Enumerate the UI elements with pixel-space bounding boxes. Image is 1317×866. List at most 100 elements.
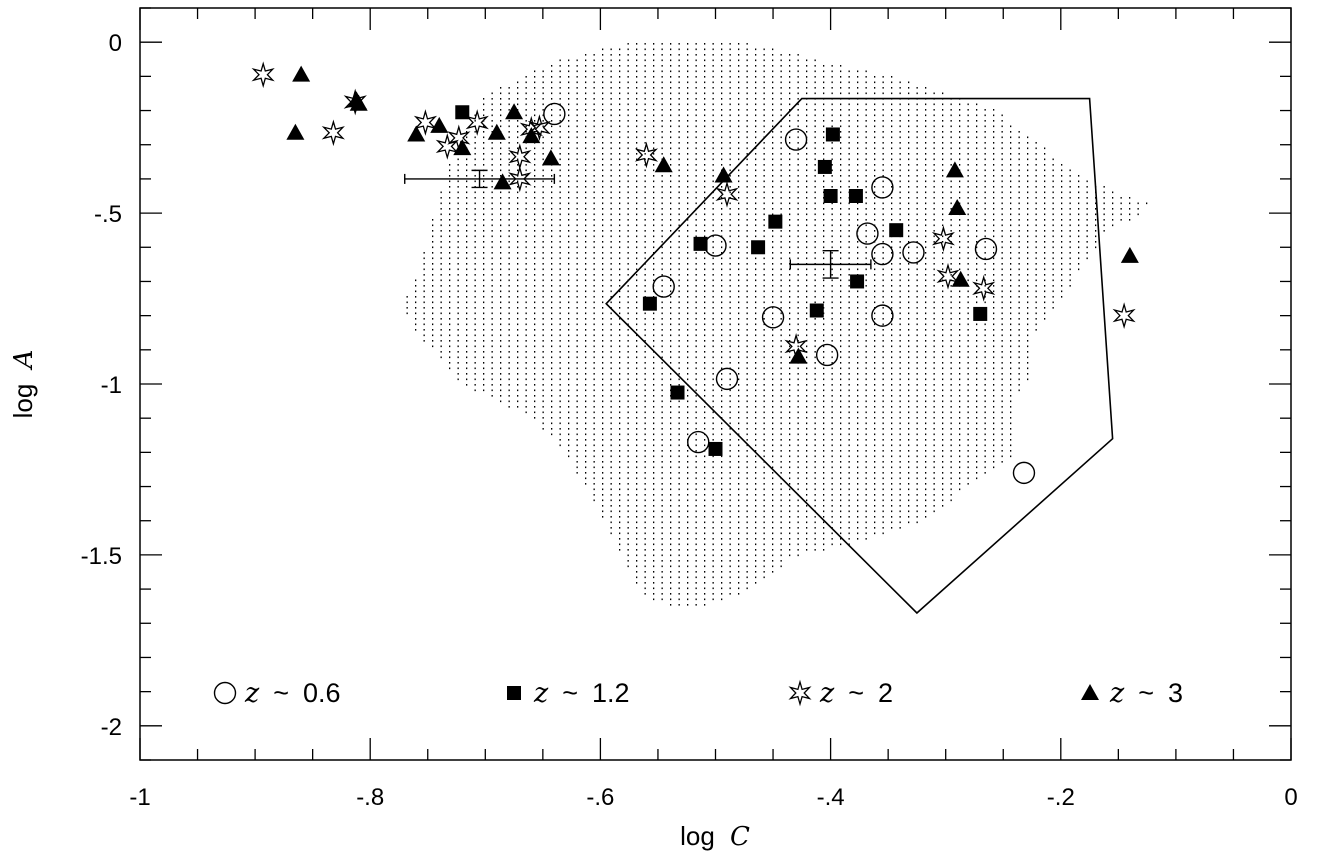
data-point: [465, 109, 489, 136]
x-tick-labels: -1 -.8 -.6 -.4 -.2 0: [129, 784, 1297, 811]
data-point: [761, 306, 785, 329]
data-point: [654, 156, 673, 173]
data-points: [251, 61, 1139, 485]
data-point: [505, 103, 524, 120]
data-point: [948, 198, 967, 215]
y-tick-label: -1.5: [81, 543, 122, 570]
data-point: [349, 94, 368, 111]
legend-var: z: [1109, 678, 1125, 709]
data-point: [936, 262, 960, 290]
y-tick-label: -.5: [94, 201, 122, 228]
x-axis-label-var: C: [730, 822, 750, 852]
data-point: [522, 127, 541, 144]
data-point: [430, 116, 449, 133]
data-point: [871, 242, 894, 266]
data-point: [789, 347, 808, 364]
data-point: [931, 225, 955, 253]
legend-item: z ~0.6: [213, 678, 341, 709]
x-tick-label: -.6: [586, 784, 614, 811]
legend-marker: [213, 681, 237, 705]
series-1: [543, 102, 1036, 485]
data-point: [715, 180, 739, 208]
legend-tilde: ~: [562, 678, 578, 708]
error-bar: [404, 169, 556, 189]
legend-label: z ~2: [819, 678, 893, 709]
data-point: [487, 123, 506, 140]
data-point: [715, 367, 739, 391]
y-axis-label-prefix: log: [8, 384, 38, 419]
x-axis-label: log C: [680, 821, 750, 852]
data-point: [292, 65, 311, 82]
error-bars: [404, 169, 872, 279]
legend-value: 1.2: [592, 678, 630, 708]
series-2: [455, 105, 988, 456]
legend-marker: [788, 679, 812, 707]
dotted-region-stipple: [406, 43, 1148, 606]
data-point: [708, 441, 723, 456]
data-point: [856, 222, 879, 245]
x-tick-label: -1: [129, 784, 150, 811]
data-point: [848, 189, 863, 203]
data-point: [704, 234, 727, 257]
data-point: [687, 430, 710, 454]
data-point: [652, 275, 675, 298]
data-point: [251, 61, 275, 89]
y-axis-label-var: A: [9, 350, 39, 371]
axis-ticks: [139, 7, 1292, 761]
data-point: [951, 270, 970, 287]
series-4: [286, 65, 1139, 364]
legend: z ~0.6 z ~1.2 z ~2 z ~3: [213, 678, 1183, 709]
y-tick-label: 0: [109, 30, 122, 57]
data-point: [972, 274, 996, 302]
data-point: [1120, 246, 1139, 263]
x-tick-label: -.2: [1047, 784, 1075, 811]
data-point: [825, 127, 840, 142]
x-tick-label: -.4: [817, 784, 845, 811]
data-point: [714, 166, 733, 183]
data-point: [974, 237, 998, 261]
y-axis-label: log A: [8, 350, 39, 419]
data-point: [543, 102, 566, 126]
legend-value: 0.6: [303, 678, 341, 708]
legend-value: 2: [878, 678, 893, 708]
data-point: [343, 88, 367, 116]
data-point: [815, 343, 839, 367]
x-axis-label-prefix: log: [680, 821, 715, 851]
legend-label: z ~3: [1109, 678, 1183, 709]
data-point: [455, 105, 470, 120]
data-point: [286, 123, 305, 140]
data-point: [453, 139, 472, 156]
data-point: [670, 385, 685, 400]
legend-marker: [1081, 684, 1099, 700]
data-point: [784, 128, 808, 151]
data-point: [508, 165, 532, 193]
legend-item: z ~2: [788, 678, 893, 709]
y-tick-label: -2: [101, 714, 122, 741]
data-point: [902, 241, 925, 264]
legend-var: z: [244, 678, 260, 709]
data-point: [642, 296, 657, 311]
legend-value: 3: [1168, 678, 1183, 708]
data-point: [1012, 461, 1036, 485]
series-3: [251, 61, 1136, 360]
data-point: [871, 304, 894, 327]
data-point: [945, 161, 964, 178]
data-point: [527, 114, 551, 141]
error-bar: [789, 249, 872, 279]
data-point: [871, 176, 894, 199]
data-point: [751, 240, 766, 255]
data-point: [493, 173, 512, 190]
data-point: [809, 303, 824, 318]
plot-frame: [139, 7, 1292, 761]
legend-tilde: ~: [273, 678, 289, 708]
y-tick-label: -1: [101, 372, 122, 399]
data-point: [407, 125, 426, 142]
data-point: [413, 109, 438, 136]
data-point: [889, 223, 904, 238]
legend-item: z ~3: [1081, 678, 1183, 709]
legend-tilde: ~: [1138, 678, 1154, 708]
data-point: [634, 141, 659, 169]
data-point: [321, 119, 345, 147]
data-point: [693, 236, 708, 251]
selection-polygon: [605, 97, 1114, 615]
